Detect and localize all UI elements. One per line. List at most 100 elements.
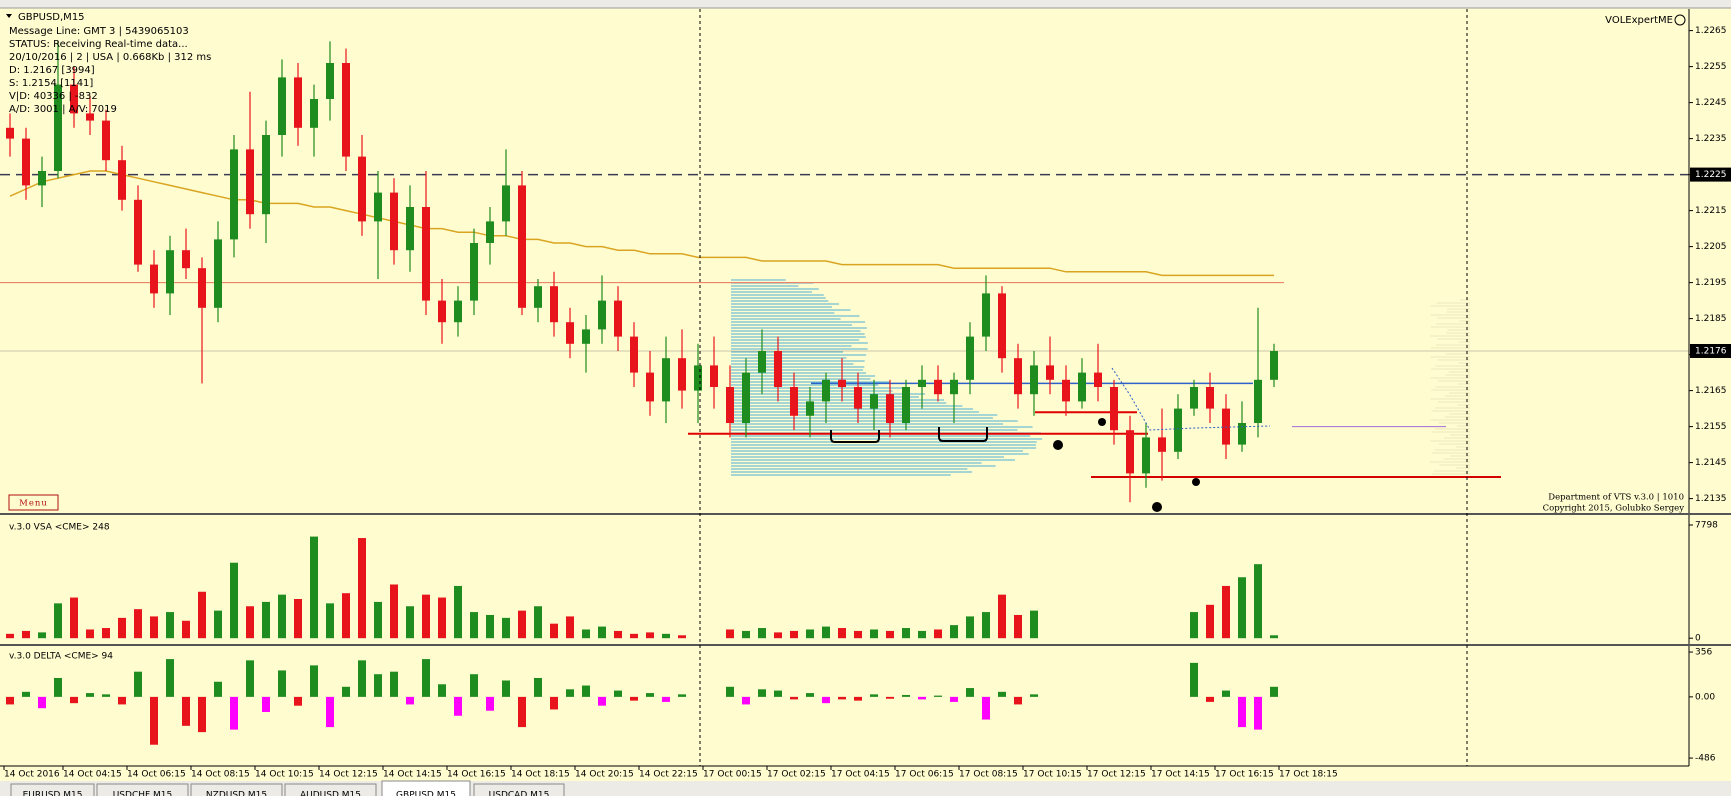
delta-bar <box>70 696 78 704</box>
delta-bar <box>166 659 174 697</box>
symbol-tab[interactable] <box>10 783 95 796</box>
volume-bar <box>502 617 510 639</box>
y-tick-label: 1.2265 <box>1695 26 1727 36</box>
symbol-tab[interactable] <box>96 783 189 796</box>
marked-level-box <box>1690 167 1731 182</box>
candle-body <box>886 394 894 423</box>
volume-bar <box>742 630 750 639</box>
candle-body <box>1222 408 1230 445</box>
symbol-tab-label[interactable]: USDCAD,M15 <box>489 791 550 796</box>
symbol-tab[interactable] <box>190 783 283 796</box>
x-tick-label: 17 Oct 02:15 <box>767 770 826 780</box>
delta-bar <box>54 677 62 697</box>
y-tick-label: 1.2185 <box>1695 314 1727 324</box>
delta-bar <box>742 696 750 705</box>
y-tick-label: 1.2245 <box>1695 98 1727 108</box>
candle-body <box>534 286 542 308</box>
volume-bar <box>70 597 78 639</box>
delta-bar <box>422 659 430 697</box>
delta-bar <box>758 689 766 697</box>
candle-body <box>630 336 638 373</box>
candle-body <box>1078 372 1086 402</box>
credit-line: Copyright 2015, Golubko Sergey <box>1543 504 1685 514</box>
marked-level-label: 1.2225 <box>1695 170 1727 180</box>
volume-bar <box>422 594 430 639</box>
volume-bar <box>726 629 734 639</box>
delta-bar <box>1254 696 1262 730</box>
candle-body <box>1094 372 1102 387</box>
delta-bar <box>6 696 14 705</box>
volume-bar <box>854 630 862 639</box>
y-tick-label: 1.2255 <box>1695 62 1727 72</box>
candle-body <box>678 358 686 391</box>
candle-body <box>854 387 862 409</box>
symbol-tab[interactable] <box>284 783 377 796</box>
signal-path <box>1111 367 1271 431</box>
candle-body <box>1206 387 1214 409</box>
candle-body <box>710 365 718 387</box>
candle-body <box>118 160 126 200</box>
symbol-tab[interactable] <box>381 780 471 796</box>
candle-body <box>662 358 670 402</box>
delta-bar <box>582 685 590 697</box>
y-tick-label: 1.2205 <box>1695 242 1727 252</box>
symbol-tab-label[interactable]: NZDUSD,M15 <box>206 791 267 796</box>
volume-bar <box>790 630 798 639</box>
volume-bar <box>390 584 398 639</box>
pattern-bracket <box>938 427 988 442</box>
symbol-tab[interactable] <box>473 783 565 796</box>
delta-bar <box>598 696 606 706</box>
pattern-bracket <box>830 430 880 443</box>
background-layer <box>0 170 1689 478</box>
candle-body <box>1110 387 1118 431</box>
y-tick-label: 1.2145 <box>1695 458 1727 468</box>
delta-bar <box>454 696 462 716</box>
candle-body <box>918 379 926 387</box>
candle-body <box>1254 379 1262 423</box>
symbol-tab-label[interactable]: GBPUSD,M15 <box>396 791 456 796</box>
candle-body <box>166 250 174 294</box>
volume-bar <box>102 628 110 639</box>
x-tick-label: 14 Oct 12:15 <box>319 770 378 780</box>
candle-body <box>246 149 254 215</box>
candle-body <box>998 293 1006 359</box>
delta-bar <box>102 694 110 697</box>
candle-body <box>902 387 910 423</box>
symbol-tab-label[interactable]: USDCHF,M15 <box>113 791 173 796</box>
x-tick-label: 17 Oct 18:15 <box>1279 770 1338 780</box>
delta-bar <box>614 690 622 697</box>
candle-body <box>182 250 190 269</box>
delta-bar <box>342 686 350 697</box>
volume-bar <box>374 601 382 639</box>
menu-button[interactable]: Menu <box>8 494 59 511</box>
candle-body <box>422 207 430 301</box>
candle-body <box>614 300 622 337</box>
symbol-tab-label[interactable]: EURUSD,M15 <box>23 791 83 796</box>
candle-body <box>550 286 558 323</box>
candle-body <box>774 351 782 387</box>
info-line: 20/10/2016 | 2 | USA | 0.668Kb | 312 ms <box>9 52 211 63</box>
delta-bar <box>870 694 878 697</box>
delta-bar <box>1030 694 1038 697</box>
signal-dot <box>1192 478 1200 486</box>
y-tick-label: 1.2155 <box>1695 422 1727 432</box>
volume-bar <box>358 538 366 639</box>
menu-label[interactable]: Menu <box>19 499 48 509</box>
delta-bar <box>406 696 414 705</box>
expert-icon[interactable] <box>1674 14 1686 26</box>
volume-bar <box>934 629 942 639</box>
menu-frame[interactable] <box>8 494 59 511</box>
volume-bar <box>1206 604 1214 639</box>
delta-bar <box>822 696 830 704</box>
candle-body <box>758 351 766 373</box>
volume-bar <box>86 629 94 639</box>
candle-body <box>1030 365 1038 395</box>
candle-body <box>822 379 830 402</box>
volume-bar <box>1190 612 1198 639</box>
candle-body <box>950 379 958 395</box>
candle-body <box>454 300 462 323</box>
symbol-tab-label[interactable]: AUDUSD,M15 <box>300 791 361 796</box>
y-tick-label: 7798 <box>1695 521 1718 531</box>
delta-bar <box>1206 696 1214 702</box>
candle-body <box>198 268 206 308</box>
